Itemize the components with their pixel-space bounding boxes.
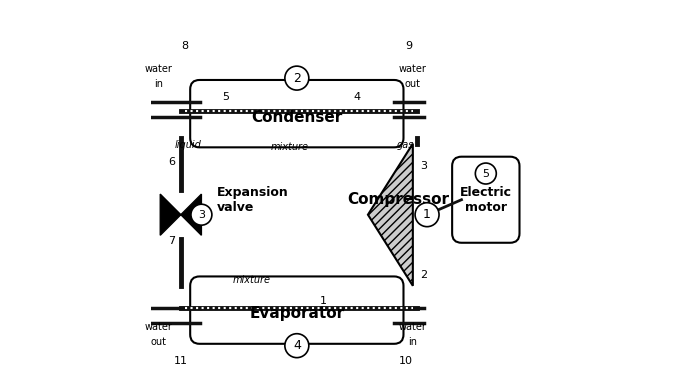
Text: Electric
motor: Electric motor xyxy=(460,186,512,214)
Text: 5: 5 xyxy=(222,92,229,102)
Text: water: water xyxy=(399,64,427,74)
Text: 4: 4 xyxy=(353,92,360,102)
Text: Expansion
valve: Expansion valve xyxy=(216,186,288,214)
Text: mixture: mixture xyxy=(233,275,271,285)
FancyBboxPatch shape xyxy=(452,157,519,243)
Text: mixture: mixture xyxy=(270,142,308,152)
Text: gas: gas xyxy=(397,141,414,150)
Circle shape xyxy=(415,203,439,227)
Text: water: water xyxy=(145,64,172,74)
Text: 5: 5 xyxy=(482,169,489,179)
Polygon shape xyxy=(368,144,413,286)
Text: in: in xyxy=(408,337,417,347)
FancyBboxPatch shape xyxy=(190,80,404,147)
Circle shape xyxy=(191,204,212,225)
Text: 4: 4 xyxy=(293,339,301,352)
Text: 9: 9 xyxy=(406,41,412,51)
Text: out: out xyxy=(405,79,421,89)
Text: 3: 3 xyxy=(198,210,205,220)
Polygon shape xyxy=(160,194,201,235)
Circle shape xyxy=(475,163,496,184)
Text: 2: 2 xyxy=(420,270,428,280)
Text: Evaporator: Evaporator xyxy=(249,307,344,321)
Text: liquid: liquid xyxy=(175,141,201,150)
Text: 7: 7 xyxy=(168,236,175,246)
Text: 2: 2 xyxy=(293,72,301,84)
Text: 11: 11 xyxy=(174,356,188,366)
Text: 6: 6 xyxy=(168,157,175,167)
Text: Condenser: Condenser xyxy=(251,110,343,125)
Text: Compressor: Compressor xyxy=(347,192,449,207)
Text: in: in xyxy=(154,79,163,89)
Circle shape xyxy=(285,66,309,90)
Text: 1: 1 xyxy=(423,208,431,221)
Text: water: water xyxy=(145,322,172,332)
Text: water: water xyxy=(399,322,427,332)
Text: 10: 10 xyxy=(398,356,412,366)
Text: 8: 8 xyxy=(181,41,188,51)
Text: 3: 3 xyxy=(420,161,428,171)
FancyBboxPatch shape xyxy=(190,276,404,344)
Circle shape xyxy=(285,334,309,358)
Text: out: out xyxy=(150,337,166,347)
Text: 1: 1 xyxy=(320,296,327,306)
